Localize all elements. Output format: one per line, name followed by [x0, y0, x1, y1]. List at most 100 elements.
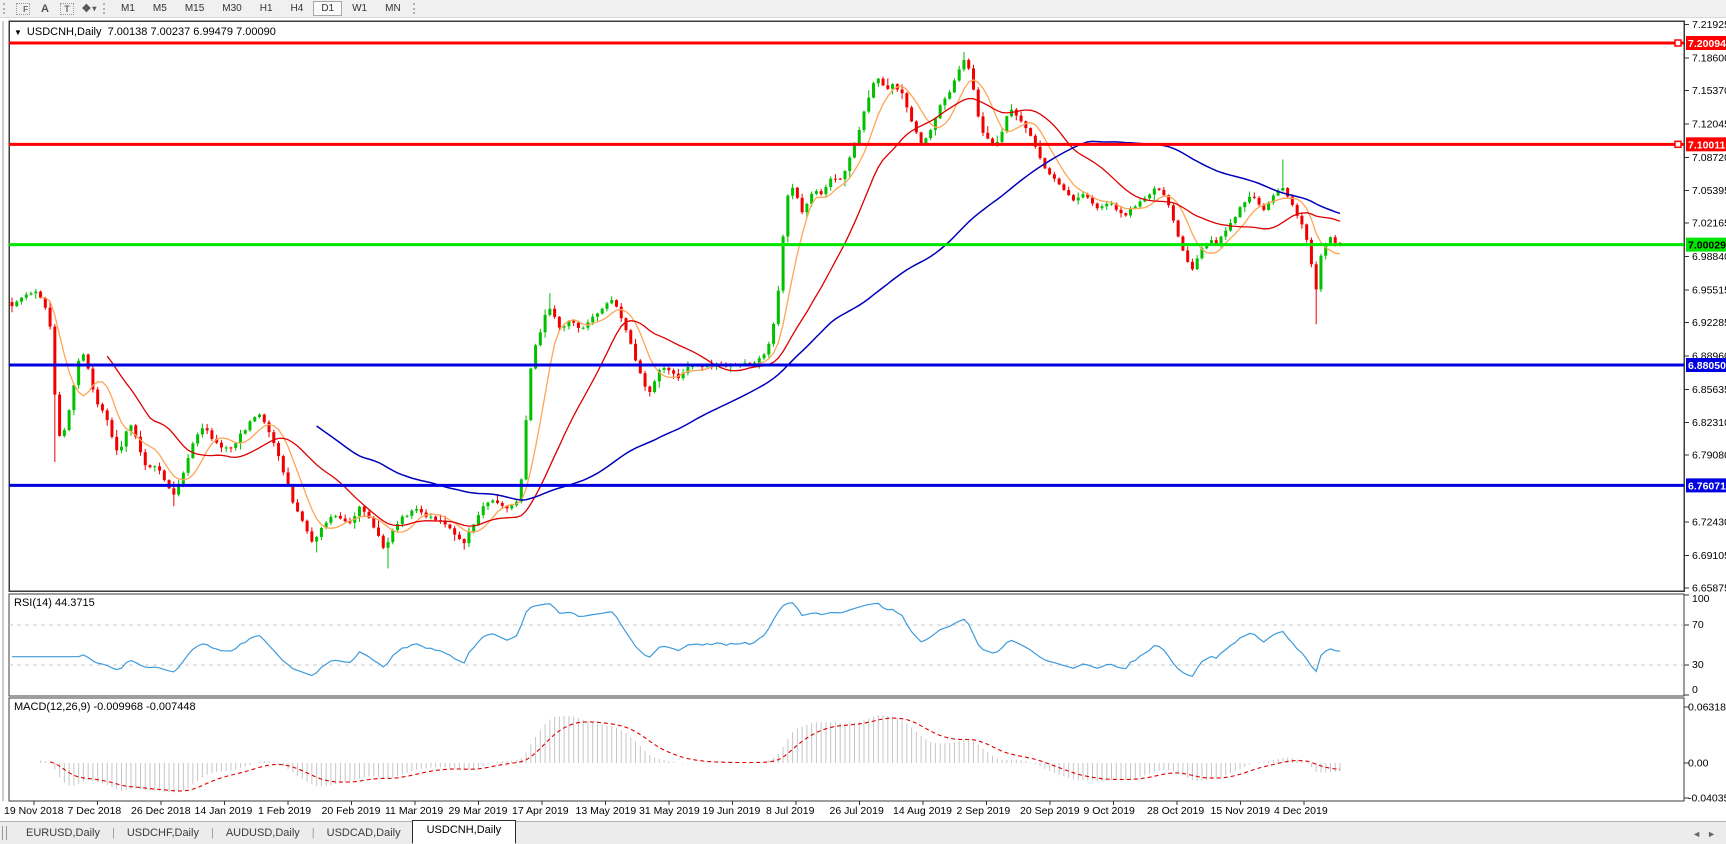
- price-chip-7.10011: [1686, 137, 1726, 152]
- chart-tab-bar: EURUSD,Daily | USDCHF,Daily | AUDUSD,Daily | U…: [0, 819, 1726, 844]
- ma-slow-line[interactable]: [316, 140, 1341, 501]
- ohlc-low: 6.99479: [193, 26, 234, 38]
- ohlc-close: 7.00090: [236, 26, 276, 38]
- toolbar-drag-handle[interactable]: [3, 3, 7, 14]
- price-chip-6.88050: [1686, 358, 1726, 373]
- tab-audusd[interactable]: AUDUSD,Daily: [225, 827, 300, 839]
- price-chip-text: 6.76071: [1688, 480, 1726, 492]
- price-tick-label: 6.69105: [1692, 550, 1726, 562]
- timeframe-button-d1[interactable]: D1: [313, 1, 343, 16]
- rsi-panel[interactable]: [8, 593, 1685, 697]
- date-tick-label: 14 Jan 2019: [195, 805, 253, 817]
- ohlc-open: 7.00138: [107, 26, 148, 38]
- toolbar-separator-2: [412, 3, 417, 14]
- symbol-name: USDCNH,Daily: [26, 26, 102, 38]
- tab-usdcad[interactable]: USDCAD,Daily: [326, 827, 401, 839]
- dropdown-caret-icon: ▾: [92, 4, 97, 13]
- tab-separator: |: [311, 827, 315, 839]
- price-tick-label: 6.98840: [1692, 251, 1726, 263]
- timeframe-button-h4[interactable]: H4: [290, 3, 304, 14]
- price-chip-6.76071: [1686, 478, 1726, 493]
- chart-symbol-header[interactable]: ▼ USDCNH,Daily 7.00138 7.00237 6.99479 7.…: [14, 26, 276, 38]
- price-tick-label: 7.08720: [1692, 152, 1726, 164]
- chart-canvas[interactable]: 7.21925 7.18600 7.15370 7.12045 7.08720 7.053…: [0, 0, 1726, 820]
- macd-indicator-label: MACD(12,26,9) -0.009968 -0.007448: [14, 701, 196, 713]
- rsi-tick-label: 100: [1692, 593, 1710, 605]
- date-tick-label: 20 Sep 2019: [1020, 805, 1080, 817]
- tab-usdcnh[interactable]: USDCNH,Daily: [411, 819, 517, 844]
- date-tick-label: 8 Jul 2019: [766, 805, 815, 817]
- price-tick-label: 7.21925: [1692, 19, 1726, 31]
- price-tick-label: 6.72430: [1692, 516, 1726, 528]
- rsi-tick-label: 30: [1692, 659, 1704, 671]
- date-tick-label: 2 Sep 2019: [957, 805, 1011, 817]
- price-chip-text: 7.10011: [1688, 139, 1726, 151]
- symbol-dropdown-icon[interactable]: ▼: [14, 28, 22, 37]
- tabs-container: EURUSD,Daily | USDCHF,Daily | AUDUSD,Daily | U…: [15, 819, 517, 844]
- price-chip-7.00029: [1686, 237, 1726, 252]
- date-tick-label: 9 Oct 2019: [1084, 805, 1136, 817]
- price-tick-label: 6.85635: [1692, 384, 1726, 396]
- timeframe-button-m5[interactable]: M5: [152, 3, 167, 14]
- timeframe-button-w1[interactable]: W1: [352, 3, 368, 14]
- tab-eurusd[interactable]: EURUSD,Daily: [26, 827, 100, 839]
- price-tick-label: 7.18600: [1692, 53, 1726, 65]
- timeframe-button-mn[interactable]: MN: [385, 3, 401, 14]
- price-tick-label: 6.82310: [1692, 417, 1726, 429]
- date-tick-label: 26 Dec 2018: [131, 805, 191, 817]
- price-axis: 7.21925 7.18600 7.15370 7.12045 7.08720 7.053…: [1684, 19, 1726, 594]
- ma-fast-line[interactable]: [40, 79, 1341, 533]
- price-tick-label: 6.92285: [1692, 317, 1726, 329]
- price-tick-label: 6.65875: [1692, 582, 1726, 594]
- rsi-indicator-label: RSI(14) 44.3715: [14, 597, 95, 609]
- rsi-tick-label: 0: [1692, 684, 1698, 696]
- timeframe-button-h1[interactable]: H1: [259, 3, 273, 14]
- timeframe-button-m30[interactable]: M30: [222, 3, 242, 14]
- date-tick-label: 14 Aug 2019: [893, 805, 952, 817]
- hline-handle-7.10011[interactable]: [1674, 140, 1682, 149]
- text-a-icon[interactable]: A: [41, 2, 49, 15]
- price-tick-label: 7.15370: [1692, 85, 1726, 97]
- date-tick-label: 7 Dec 2018: [68, 805, 122, 817]
- price-chip-7.20094: [1686, 36, 1726, 50]
- draw-styles-icon[interactable]: ❖ ▾: [80, 1, 98, 16]
- hline-handle-7.20094[interactable]: [1674, 39, 1682, 47]
- tab-scroll-left-icon[interactable]: ◄: [1692, 829, 1708, 839]
- top-toolbar: F A T ❖ ▾ M1 M5 M15 M30 H1 H4 D1 W1 MN: [0, 0, 1726, 18]
- tab-usdchf[interactable]: USDCHF,Daily: [126, 827, 199, 839]
- macd-tick-label: -0.040355: [1688, 793, 1726, 805]
- text-label-icon-glyph: T: [60, 2, 74, 15]
- font-grid-icon-glyph: F: [16, 2, 30, 15]
- price-chip-text: 7.20094: [1688, 38, 1726, 50]
- date-tick-label: 19 Nov 2018: [4, 805, 64, 817]
- date-tick-label: 1 Feb 2019: [258, 805, 311, 817]
- rsi-line: [12, 602, 1341, 678]
- price-chip-text: 6.88050: [1688, 360, 1726, 372]
- price-tick-label: 7.05395: [1692, 185, 1726, 197]
- date-tick-label: 13 May 2019: [576, 805, 637, 817]
- date-tick-label: 19 Jun 2019: [703, 805, 761, 817]
- date-tick-label: 20 Feb 2019: [322, 805, 381, 817]
- date-tick-label: 15 Nov 2019: [1211, 805, 1271, 817]
- macd-tick-label: 0.00: [1688, 758, 1709, 770]
- ma-mid-line[interactable]: [106, 97, 1341, 527]
- date-tick-label: 4 Dec 2019: [1274, 805, 1328, 817]
- price-tick-label: 7.02165: [1692, 218, 1726, 230]
- timeframe-button-m1[interactable]: M1: [121, 3, 135, 14]
- timeframe-button-group: M1 M5 M15 M30 H1 H4 D1 W1 MN: [112, 1, 410, 16]
- macd-histogram: [40, 715, 1341, 793]
- font-grid-icon[interactable]: F: [14, 1, 32, 16]
- price-tick-label: 7.12045: [1692, 118, 1726, 130]
- text-label-icon[interactable]: T: [58, 1, 76, 16]
- tab-separator: |: [111, 827, 115, 839]
- tab-scroll-right-icon[interactable]: ►: [1707, 829, 1722, 839]
- date-tick-label: 26 Jul 2019: [830, 805, 884, 817]
- date-tick-label: 31 May 2019: [639, 805, 700, 817]
- rsi-tick-label: 70: [1692, 619, 1704, 631]
- main-price-panel[interactable]: [8, 20, 1685, 592]
- macd-panel[interactable]: [8, 697, 1685, 802]
- date-tick-label: 11 Mar 2019: [385, 805, 443, 817]
- moving-average-lines: [40, 79, 1341, 533]
- tabbar-grip: [2, 826, 7, 840]
- timeframe-button-m15[interactable]: M15: [184, 3, 205, 14]
